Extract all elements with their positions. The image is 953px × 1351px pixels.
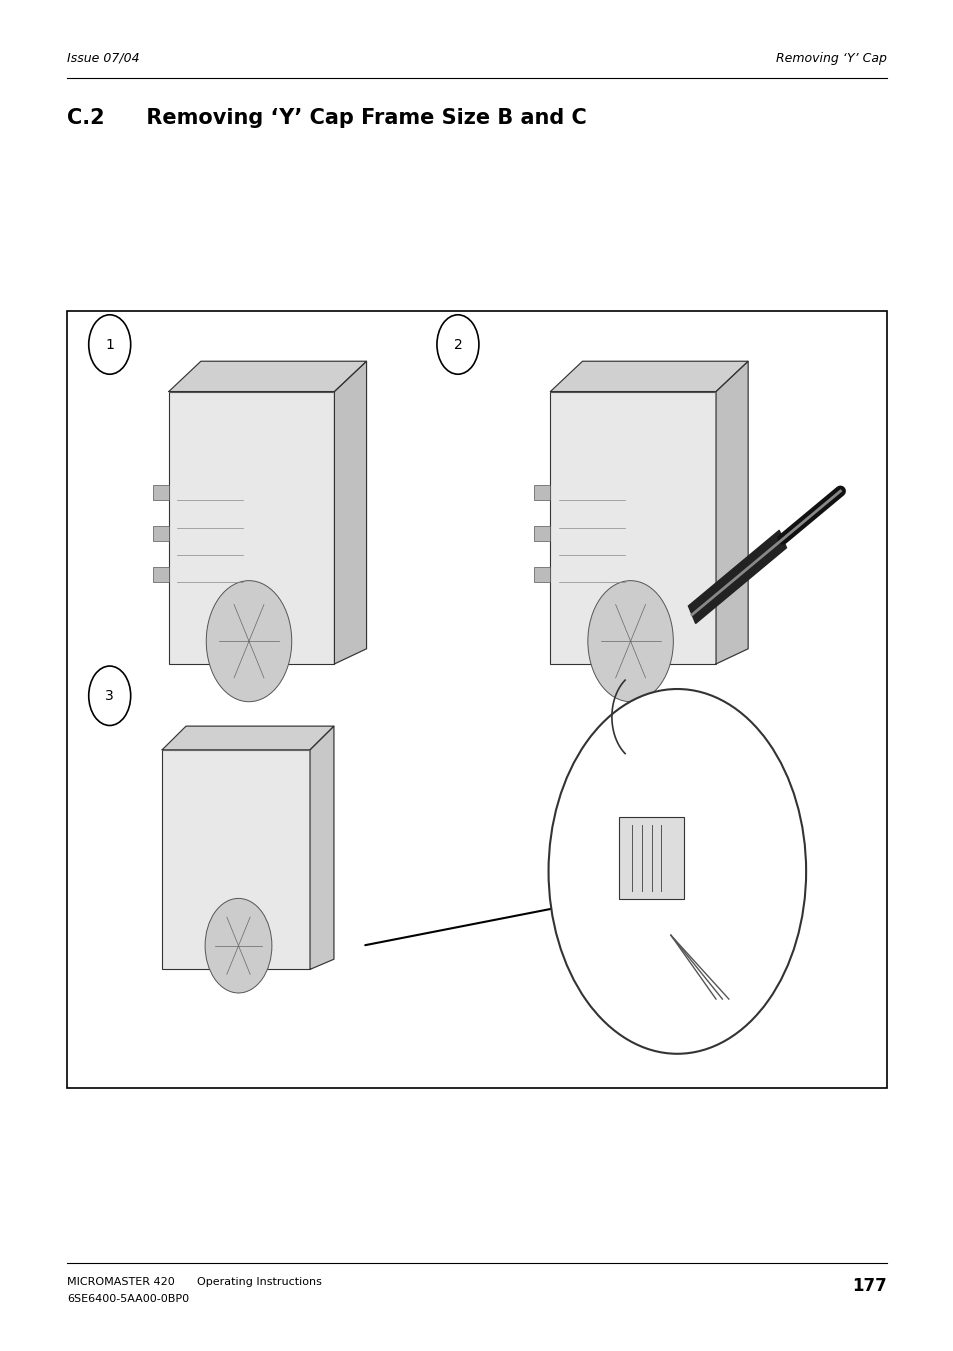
Bar <box>534 526 550 542</box>
Circle shape <box>89 666 131 725</box>
Circle shape <box>206 581 292 701</box>
Bar <box>550 392 716 663</box>
Polygon shape <box>169 361 366 392</box>
Text: Issue 07/04: Issue 07/04 <box>67 51 139 65</box>
Circle shape <box>436 315 478 374</box>
Bar <box>152 485 169 500</box>
Bar <box>618 816 683 898</box>
Circle shape <box>587 581 673 701</box>
Bar <box>169 392 335 663</box>
Polygon shape <box>162 727 334 750</box>
Bar <box>534 567 550 582</box>
Bar <box>152 526 169 542</box>
Polygon shape <box>310 727 334 970</box>
Bar <box>152 567 169 582</box>
Circle shape <box>89 315 131 374</box>
Text: 3: 3 <box>105 689 114 703</box>
Text: Removing ‘Y’ Cap: Removing ‘Y’ Cap <box>776 51 886 65</box>
Text: C.2  Removing ‘Y’ Cap Frame Size B and C: C.2 Removing ‘Y’ Cap Frame Size B and C <box>67 108 586 128</box>
Text: 2: 2 <box>453 338 462 351</box>
Circle shape <box>548 689 805 1054</box>
Bar <box>67 311 886 1088</box>
Polygon shape <box>335 361 366 663</box>
Circle shape <box>205 898 272 993</box>
Polygon shape <box>716 361 747 663</box>
Bar <box>534 485 550 500</box>
Text: 1: 1 <box>105 338 114 351</box>
Bar <box>162 750 310 970</box>
Text: 6SE6400-5AA00-0BP0: 6SE6400-5AA00-0BP0 <box>67 1294 189 1304</box>
Polygon shape <box>550 361 747 392</box>
Text: MICROMASTER 420  Operating Instructions: MICROMASTER 420 Operating Instructions <box>67 1277 321 1286</box>
FancyArrow shape <box>688 531 785 623</box>
Text: 177: 177 <box>852 1277 886 1296</box>
